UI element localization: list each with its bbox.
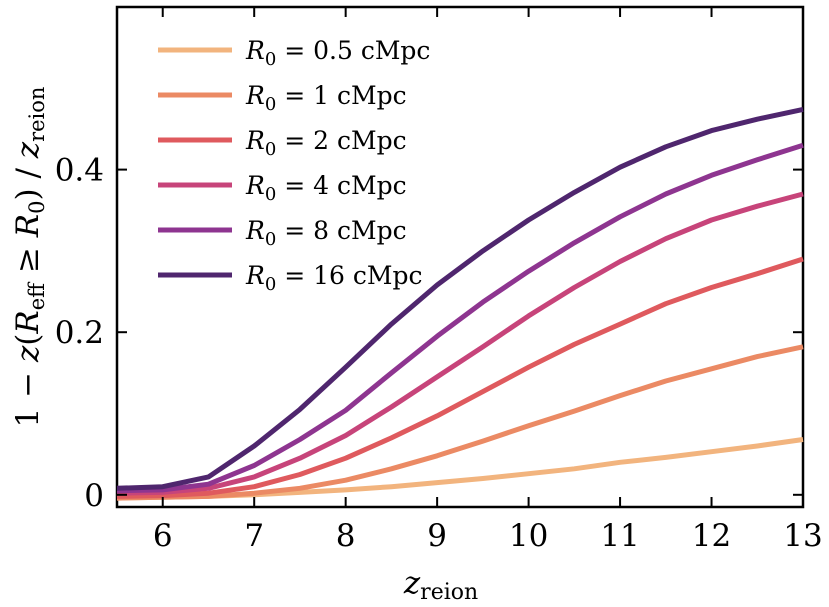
x-tick-label: 8 <box>336 518 356 554</box>
x-tick-label: 11 <box>600 518 639 554</box>
x-tick-label: 13 <box>783 518 822 554</box>
x-tick-label: 10 <box>509 518 548 554</box>
y-tick-label: 0.2 <box>55 315 104 351</box>
legend: R0 = 0.5 cMpc R0 = 1 cMpc R0 = 2 cMpc R0 = … <box>158 36 430 295</box>
series-layer <box>116 106 804 501</box>
plot-frame <box>115 5 805 509</box>
series-line-4 <box>116 142 804 494</box>
y-tick-label: 0.4 <box>55 153 104 189</box>
y-tick-label: 0 <box>84 478 104 514</box>
legend-label-5: R0 = 16 cMpc <box>245 261 423 295</box>
legend-label-4: R0 = 8 cMpc <box>245 216 407 250</box>
y-axis-label: 1 − z(Reff ≥ R0) / zreion <box>10 87 49 428</box>
ticks-layer: 6 7 8 9 10 11 12 13 0 0.2 0.4 <box>55 7 823 554</box>
x-tick-label: 9 <box>427 518 447 554</box>
x-tick-label: 7 <box>244 518 264 554</box>
series-line-3 <box>116 191 804 496</box>
x-axis-label: zreion <box>403 565 478 605</box>
x-tick-label: 6 <box>153 518 173 554</box>
series-line-1 <box>116 344 804 501</box>
series-line-5 <box>116 106 804 491</box>
legend-label-1: R0 = 1 cMpc <box>245 81 407 115</box>
series-line-2 <box>116 256 804 499</box>
x-tick-label: 12 <box>692 518 731 554</box>
legend-label-2: R0 = 2 cMpc <box>245 126 407 160</box>
legend-label-3: R0 = 4 cMpc <box>245 171 407 205</box>
legend-label-0: R0 = 0.5 cMpc <box>245 36 430 70</box>
